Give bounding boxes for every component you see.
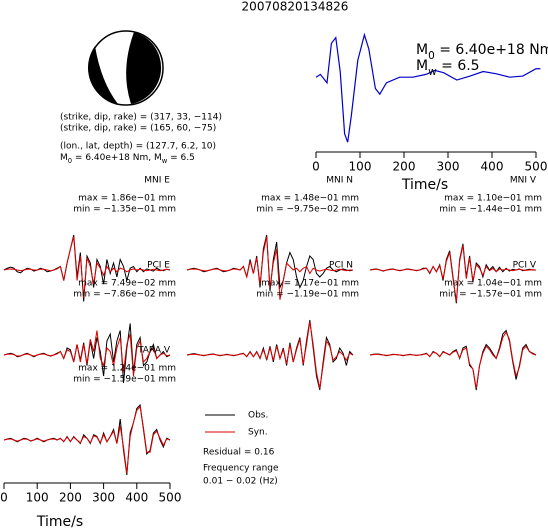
x-tick-label: 0 bbox=[312, 160, 320, 174]
station-title: PCI E bbox=[147, 261, 170, 271]
waveform bbox=[3, 405, 171, 474]
x-tick-label: 300 bbox=[92, 491, 115, 505]
moment-line: M0 = 6.40e+18 Nm, Mw = 6.5 bbox=[60, 153, 195, 166]
beachball-quadrant bbox=[87, 46, 118, 104]
max-label: max = 1.24e−01 mm bbox=[78, 364, 176, 374]
max-label: max = 1.10e−01 mm bbox=[444, 194, 542, 204]
note: Residual = 0.16 bbox=[203, 448, 275, 458]
station-title: MNI N bbox=[326, 176, 353, 186]
x-tick-label: 0 bbox=[0, 491, 8, 505]
legend-label: Syn. bbox=[248, 428, 268, 438]
waveform bbox=[369, 245, 537, 302]
min-label: min = −1.19e−01 mm bbox=[256, 290, 359, 300]
subscript: 0 bbox=[68, 157, 72, 165]
x-tick-label: 500 bbox=[525, 160, 548, 174]
station-title: MNI V bbox=[510, 176, 537, 186]
source-time-function bbox=[315, 32, 541, 143]
x-tick-label: 100 bbox=[349, 160, 372, 174]
station-title: PCI N bbox=[329, 261, 353, 271]
max-label: max = 1.86e−01 mm bbox=[78, 194, 176, 204]
text-part: = 6.5 bbox=[437, 58, 480, 74]
max-label: max = 1.17e−01 mm bbox=[261, 279, 359, 289]
min-label: min = −1.44e−01 mm bbox=[439, 205, 542, 215]
min-label: min = −7.86e−02 mm bbox=[73, 290, 176, 300]
text-part: M bbox=[416, 58, 428, 74]
legend-label: Obs. bbox=[248, 411, 268, 421]
x-axis-label: Time/s bbox=[36, 514, 83, 530]
subscript: w bbox=[162, 157, 168, 165]
max-label: max = 1.04e−01 mm bbox=[444, 279, 542, 289]
x-tick-label: 400 bbox=[125, 491, 148, 505]
max-label: max = 7.49e−02 mm bbox=[78, 279, 176, 289]
mechanism-line: (lon., lat, depth) = (127.7, 6.2, 10) bbox=[60, 142, 216, 152]
waveform bbox=[186, 236, 353, 300]
x-tick-label: 200 bbox=[59, 491, 82, 505]
waveform bbox=[186, 319, 354, 391]
subscript: 0 bbox=[428, 50, 435, 62]
text-part: = 6.40e+18 Nm bbox=[435, 42, 548, 58]
x-tick-label: 300 bbox=[437, 160, 460, 174]
min-label: min = −1.59e−01 mm bbox=[73, 375, 176, 385]
moment-annotation: M0 = 6.40e+18 Nm bbox=[416, 42, 548, 62]
mechanism-line: (strike, dip, rake) = (165, 60, −75) bbox=[60, 124, 216, 134]
waveform bbox=[3, 330, 171, 377]
text-part: = 6.40e+18 Nm, M bbox=[72, 153, 162, 163]
note: 0.01 − 0.02 (Hz) bbox=[203, 477, 278, 487]
figure-title: 20070820134826 bbox=[242, 0, 349, 14]
x-tick-label: 400 bbox=[481, 160, 504, 174]
moment-annotation: Mw = 6.5 bbox=[416, 58, 480, 78]
text-part: M bbox=[60, 153, 68, 163]
mechanism-line: (strike, dip, rake) = (317, 33, −114) bbox=[60, 113, 222, 123]
max-label: max = 1.48e−01 mm bbox=[261, 194, 359, 204]
min-label: min = −9.75e−02 mm bbox=[256, 205, 359, 215]
min-label: min = −1.35e−01 mm bbox=[73, 205, 176, 215]
waveform bbox=[369, 331, 537, 389]
min-label: min = −1.57e−01 mm bbox=[439, 290, 542, 300]
text-part: M bbox=[416, 42, 428, 58]
beachball bbox=[87, 30, 164, 106]
station-title: TARA V bbox=[137, 346, 171, 356]
subscript: w bbox=[428, 66, 437, 78]
x-axis-label: Time/s bbox=[401, 177, 448, 193]
text-part: = 6.5 bbox=[167, 153, 195, 163]
waveform bbox=[369, 329, 537, 391]
station-title: MNI E bbox=[144, 176, 170, 186]
station-title: PCI V bbox=[513, 261, 537, 271]
x-tick-label: 100 bbox=[26, 491, 49, 505]
beachball-quadrant bbox=[126, 32, 162, 104]
waveform bbox=[3, 236, 171, 299]
note: Frequency range bbox=[203, 464, 279, 474]
x-tick-label: 500 bbox=[159, 491, 182, 505]
x-tick-label: 200 bbox=[393, 160, 416, 174]
waveform bbox=[186, 321, 354, 389]
